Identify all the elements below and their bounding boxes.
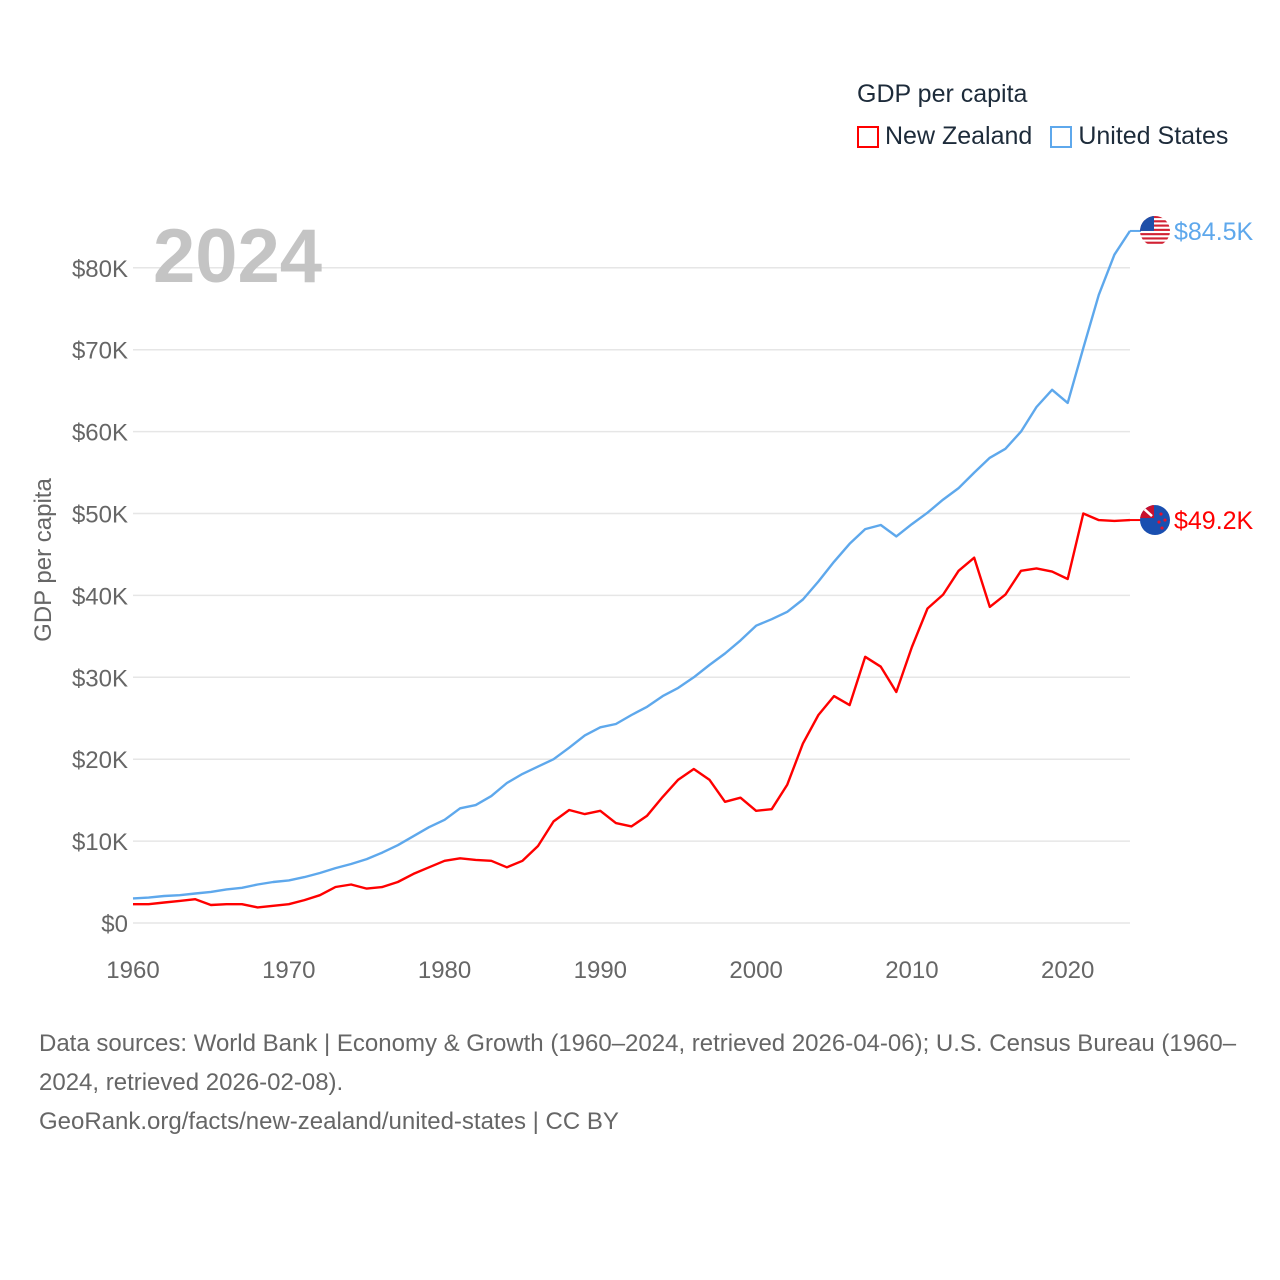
flag-stripe	[1140, 233, 1170, 236]
flag-stripe	[1140, 241, 1170, 244]
flag-star	[1160, 526, 1164, 530]
flag-nz-icon	[1140, 505, 1170, 536]
x-tick-label: 2010	[885, 957, 938, 984]
year-label: 2024	[153, 214, 322, 299]
y-tick-label: $0	[101, 911, 128, 938]
y-tick-label: $10K	[72, 829, 128, 856]
data-sources: Data sources: World Bank | Economy & Gro…	[39, 1030, 1237, 1096]
flag-stripe	[1140, 215, 1170, 219]
y-tick-label: $40K	[72, 583, 128, 610]
x-tick-label: 1960	[106, 957, 159, 984]
y-tick-label: $20K	[72, 747, 128, 774]
legend-label: United States	[1078, 122, 1229, 150]
y-tick-label: $30K	[72, 665, 128, 692]
flag-star	[1159, 512, 1163, 516]
footer: Data sources: World Bank | Economy & Gro…	[39, 1024, 1239, 1141]
legend-swatch-new-zealand	[857, 125, 879, 148]
series-line-us	[132, 230, 1132, 900]
y-tick-label: $50K	[72, 502, 128, 529]
x-tick-label: 1980	[418, 957, 471, 984]
series-line-nz	[133, 512, 1131, 909]
x-tick-label: 1970	[262, 957, 315, 984]
flag-graphic	[1140, 505, 1170, 536]
flag-stripe	[1140, 220, 1170, 223]
legend-title: GDP per capita	[857, 80, 1028, 108]
source-link[interactable]: GeoRank.org/facts/new-zealand/united-sta…	[39, 1108, 619, 1135]
end-value-label: $84.5K	[1174, 218, 1254, 246]
flag-star	[1157, 520, 1161, 524]
legend-label: New Zealand	[885, 122, 1033, 150]
legend: New Zealand United States	[857, 122, 1228, 151]
y-axis-label: GDP per capita	[30, 478, 57, 642]
flag-graphic	[1140, 215, 1170, 244]
x-tick-label: 1990	[574, 957, 627, 984]
x-tick-label: 2020	[1041, 957, 1094, 984]
y-tick-label: $70K	[72, 338, 128, 365]
flag-star	[1163, 518, 1167, 522]
flag-us-icon	[1140, 215, 1170, 244]
x-tick-label: 2000	[729, 957, 782, 984]
flag-canton	[1140, 215, 1154, 231]
legend-item-new-zealand[interactable]: New Zealand	[857, 122, 1032, 151]
legend-item-united-states[interactable]: United States	[1050, 122, 1228, 151]
y-tick-label: $80K	[72, 256, 128, 283]
flag-stripe	[1140, 237, 1170, 240]
flag-stripe	[1140, 224, 1170, 227]
y-tick-label: $60K	[72, 420, 128, 447]
flag-stripe	[1140, 228, 1170, 231]
legend-swatch-united-states	[1050, 125, 1073, 148]
end-value-label: $49.2K	[1174, 507, 1254, 535]
